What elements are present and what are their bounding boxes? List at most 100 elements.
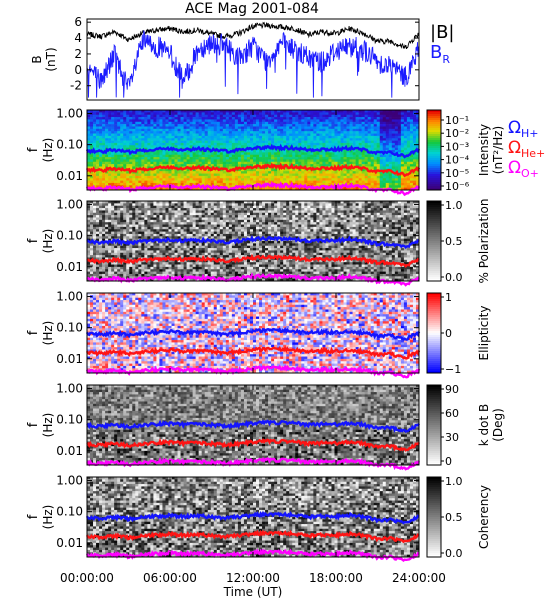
cb-tick-label: −1 — [445, 363, 461, 376]
coherency-colorbar — [427, 477, 441, 558]
f-ylabel-line: f — [26, 422, 41, 427]
f-ylabel-line: (Hz) — [41, 138, 55, 163]
k-dot-b-colorbar-frame — [426, 384, 442, 466]
cb-tick-label: 60 — [445, 407, 459, 420]
ellipticity-colorbar — [427, 293, 441, 374]
x-tick-label: 18:00:00 — [309, 571, 363, 585]
f-ytick-label: 0.10 — [56, 505, 83, 519]
f-ylabel-line: f — [26, 330, 41, 335]
f-ytick-label: 0.01 — [56, 536, 83, 550]
f-ytick-label: 0.10 — [56, 229, 83, 243]
he-plus-curve — [85, 529, 420, 544]
intensity-colorbar-label: Intensity (nT²/Hz) — [477, 124, 505, 176]
f-ylabel-line: f — [26, 147, 41, 152]
cb-label-line: Ellipticity — [477, 306, 491, 361]
k-dot-b-colorbar — [427, 385, 441, 466]
x-tick-label: 12:00:00 — [226, 571, 280, 585]
b-ytick-label: 2 — [74, 47, 82, 61]
b-ylabel-line: B — [30, 55, 44, 63]
cb-tick-label: 10⁻¹ — [445, 114, 469, 127]
f-ylabel-line: (Hz) — [41, 413, 55, 438]
b-series-line — [86, 21, 420, 50]
cb-tick-label: 1 — [445, 291, 452, 304]
f-ylabel-line: f — [26, 514, 41, 519]
x-tick-label: 06:00:00 — [143, 571, 197, 585]
intensity-colorbar — [427, 110, 441, 191]
b-ytick-label: 0 — [74, 63, 82, 77]
intensity-colorbar-frame — [426, 109, 442, 191]
f-ytick-label: 0.10 — [56, 138, 83, 152]
f-ytick-label: 1.00 — [56, 382, 83, 396]
cb-tick-label: 0.0 — [445, 271, 463, 284]
f-ytick-label: 0.10 — [56, 413, 83, 427]
legend-br-sub: R — [442, 53, 450, 66]
h-plus-curve — [86, 234, 420, 250]
cb-tick-label: 0 — [445, 455, 452, 468]
o-plus-curve — [85, 364, 421, 379]
k-dot-b-colorbar-label: k dot B (Deg) — [477, 404, 505, 446]
f-ytick-label: 1.00 — [56, 198, 83, 212]
cb-tick-label: 90 — [445, 383, 459, 396]
polarization-colorbar-label: % Polarization — [477, 199, 491, 284]
legend-br: BR — [430, 42, 450, 66]
polarization-ylabel: f (Hz) — [26, 229, 55, 254]
legend-h-plus: ΩH+ — [508, 118, 539, 140]
coherency-colorbar-label: Coherency — [477, 485, 491, 549]
cb-label-line: k dot B — [477, 404, 491, 446]
b-ytick-label: 4 — [74, 31, 82, 45]
cb-label-line: % Polarization — [477, 199, 491, 284]
x-tick-label: 24:00:00 — [392, 571, 446, 585]
he-plus-curve — [86, 253, 420, 268]
cb-tick-label: 10⁻⁶ — [445, 180, 470, 193]
f-ytick-label: 1.00 — [56, 474, 83, 488]
b-panel-frame — [86, 18, 420, 101]
k-dot-b-ylabel: f (Hz) — [26, 413, 55, 438]
cb-label-line: Intensity — [477, 124, 491, 176]
legend-he-plus: ΩHe+ — [508, 138, 545, 160]
f-ytick-label: 0.01 — [56, 444, 83, 458]
he-plus-curve — [86, 438, 421, 452]
f-ytick-label: 0.10 — [56, 321, 83, 335]
f-ytick-label: 1.00 — [56, 107, 83, 121]
h-plus-curve — [85, 326, 421, 341]
k-dot-b-spectrogram — [87, 385, 420, 466]
b-ylabel: B (nT) — [30, 47, 58, 71]
f-ylabel-line: f — [26, 238, 41, 243]
f-ytick-label: 0.01 — [56, 169, 83, 183]
cb-tick-label: 1.0 — [445, 199, 463, 212]
intensity-ylabel: f (Hz) — [26, 138, 55, 163]
figure-title: ACE Mag 2001-084 — [185, 1, 319, 17]
h-plus-curve — [85, 143, 421, 159]
he-plus-curve — [85, 345, 421, 360]
cb-label-line: Coherency — [477, 485, 491, 549]
b-ylabel-line: (nT) — [44, 47, 58, 71]
f-ylabel-line: (Hz) — [41, 229, 55, 254]
cb-tick-label: 30 — [445, 431, 459, 444]
x-axis-label: Time (UT) — [223, 585, 283, 599]
h-plus-curve — [85, 510, 420, 525]
cb-label-line: (nT²/Hz) — [491, 126, 505, 174]
he-plus-curve — [85, 162, 421, 178]
cb-tick-label: 1.0 — [445, 475, 463, 488]
f-ylabel-line: (Hz) — [41, 505, 55, 530]
h-plus-curve — [86, 419, 420, 433]
coherency-ylabel: f (Hz) — [26, 505, 55, 530]
f-ylabel-line: (Hz) — [41, 321, 55, 346]
cb-tick-label: 0 — [445, 327, 452, 340]
b-ytick-label: 6 — [74, 15, 82, 29]
cb-tick-label: 0.0 — [445, 547, 463, 560]
b-ytick-label: -2 — [70, 79, 82, 93]
cb-tick-label: 0.5 — [445, 235, 463, 248]
ellipticity-ylabel: f (Hz) — [26, 321, 55, 346]
legend-sub: H+ — [521, 127, 539, 140]
cb-tick-label: 10⁻⁴ — [445, 154, 470, 167]
legend-o-plus: ΩO+ — [508, 158, 539, 180]
legend-sub: He+ — [521, 147, 545, 160]
ellipticity-colorbar-label: Ellipticity — [477, 306, 491, 361]
legend-bmag: |B| — [430, 22, 454, 43]
cb-tick-label: 10⁻⁵ — [445, 167, 469, 180]
cb-label-line: (Deg) — [491, 408, 505, 442]
f-ytick-label: 0.01 — [56, 352, 83, 366]
cb-tick-label: 0.5 — [445, 511, 463, 524]
